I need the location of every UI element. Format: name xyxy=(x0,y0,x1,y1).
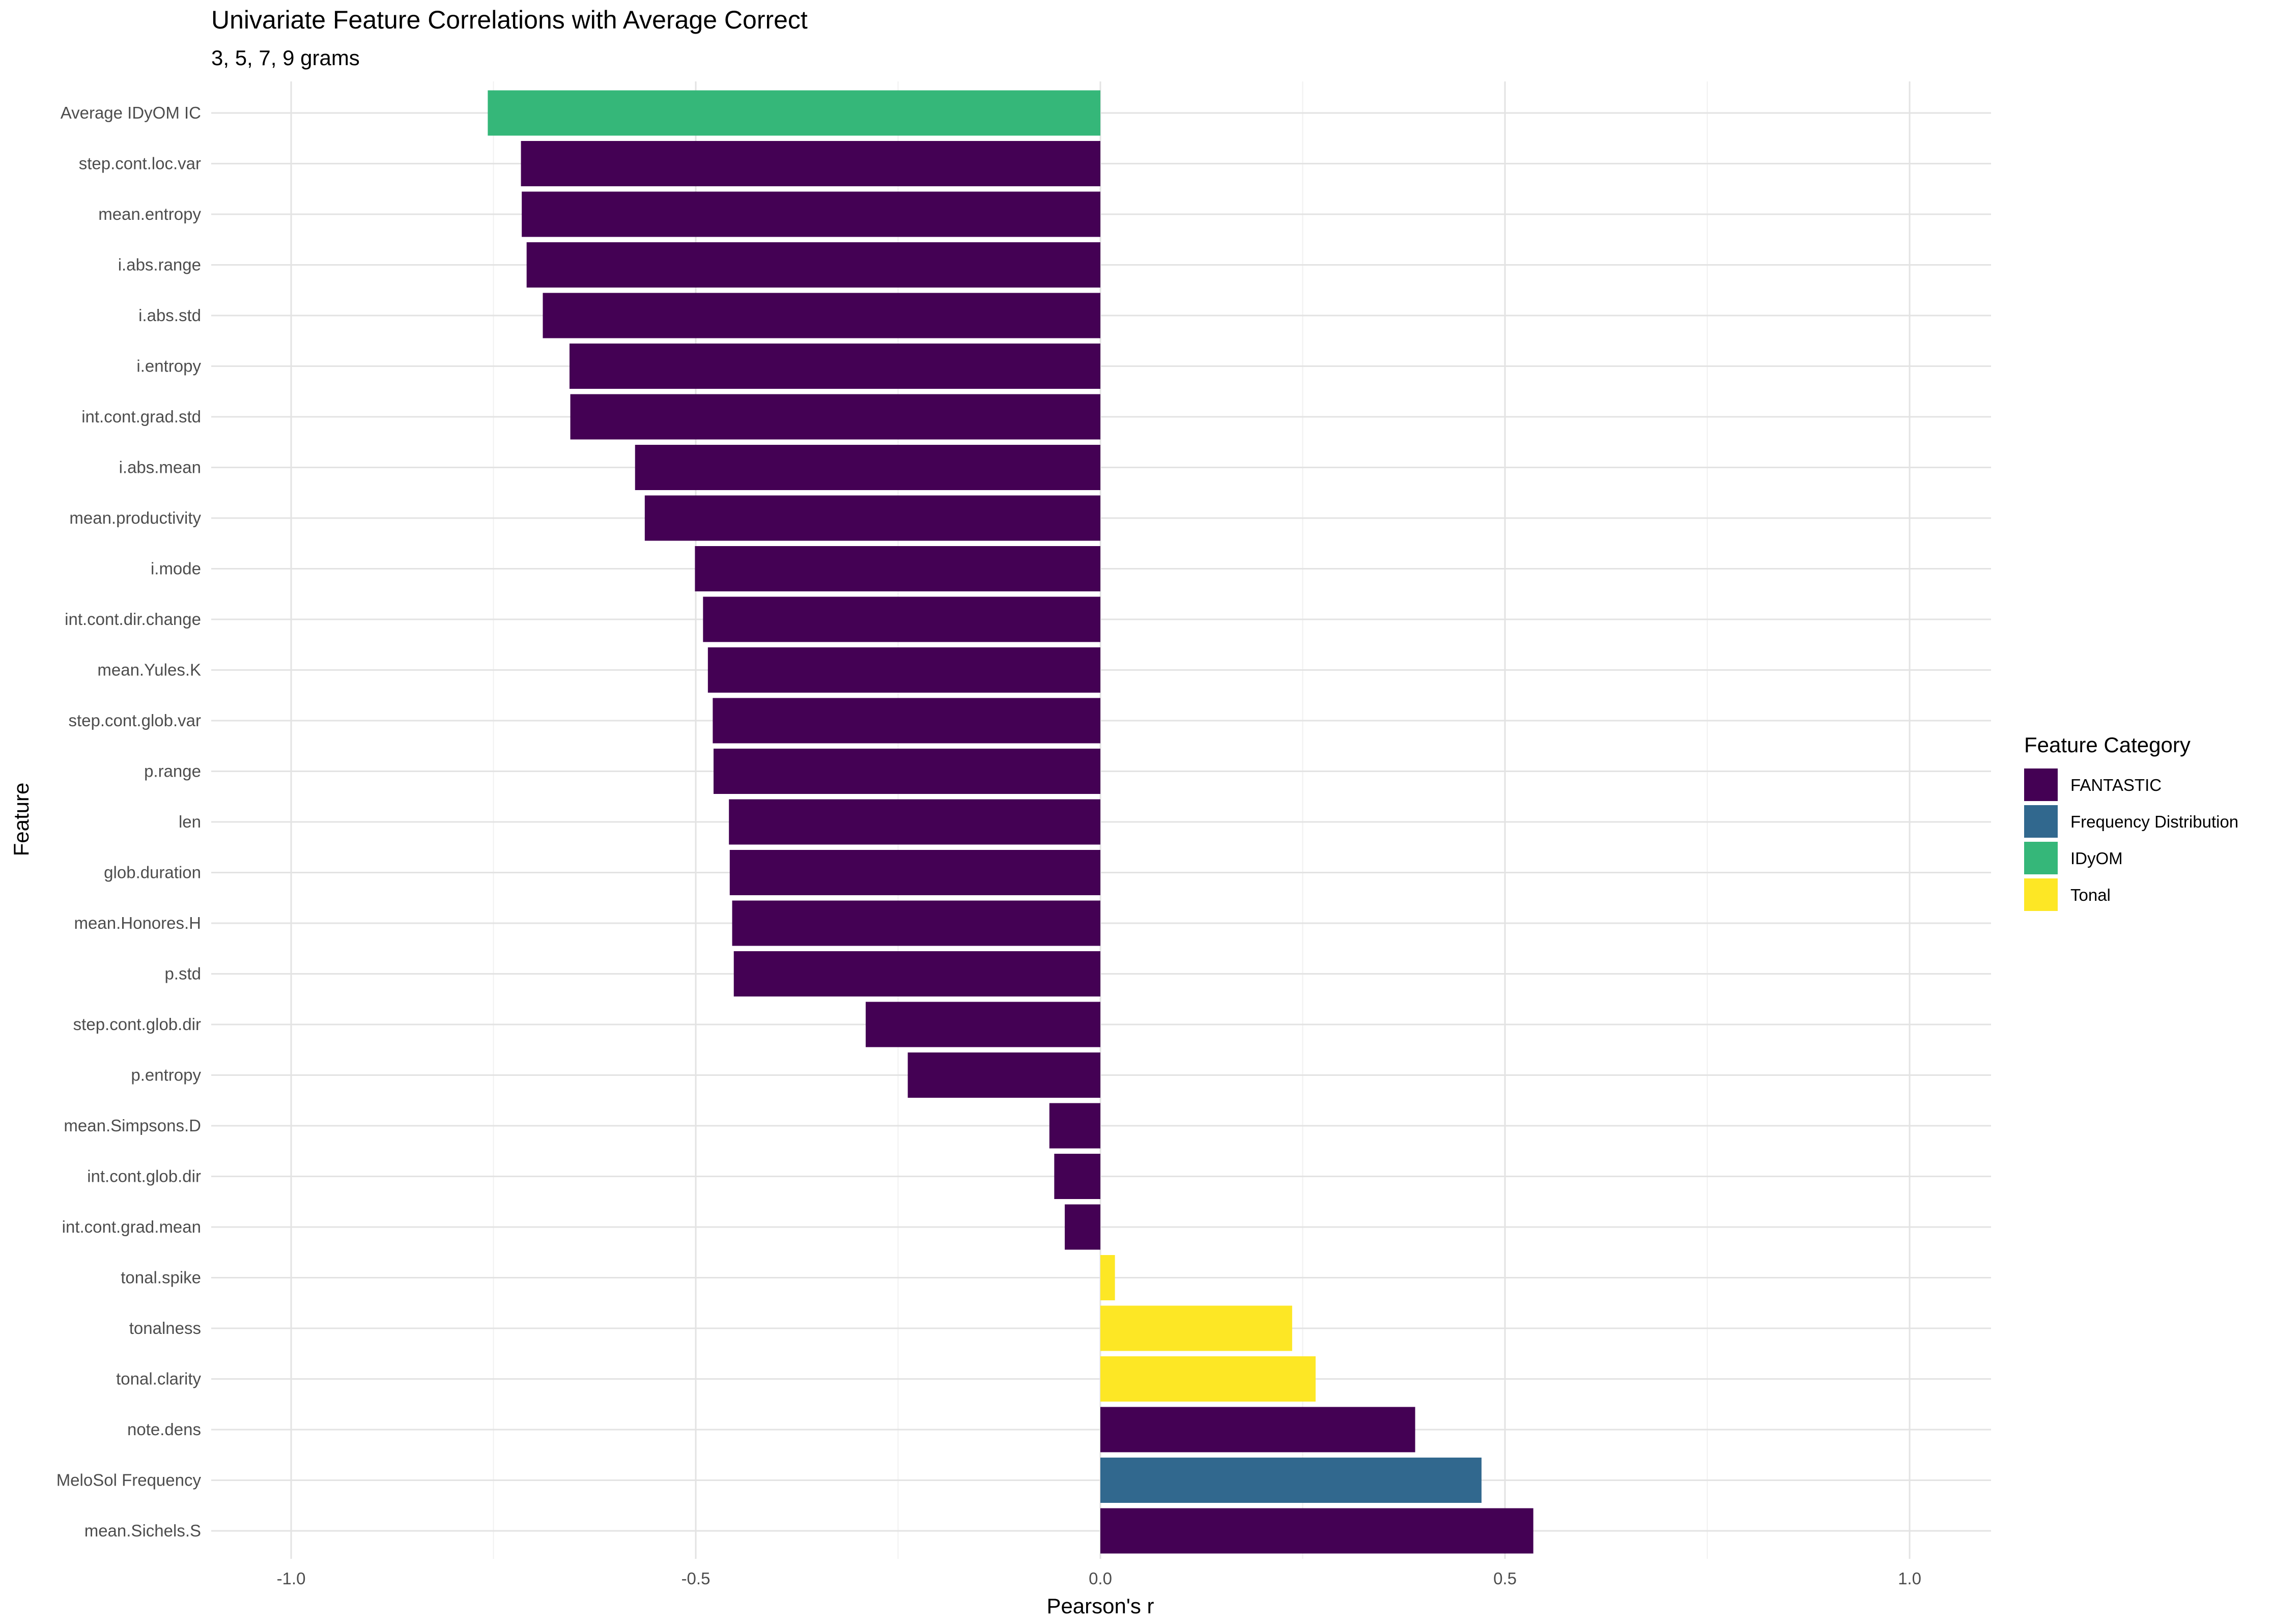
bar xyxy=(635,445,1100,490)
y-tick-label: len xyxy=(179,812,201,831)
bars-group xyxy=(488,90,1533,1554)
chart-subtitle: 3, 5, 7, 9 grams xyxy=(211,46,360,70)
legend-label: Tonal xyxy=(2070,886,2111,904)
bar xyxy=(1100,1458,1482,1503)
y-tick-label: int.cont.grad.mean xyxy=(62,1217,201,1236)
x-tick-label: 1.0 xyxy=(1898,1569,1921,1588)
y-tick-label: i.abs.range xyxy=(118,255,201,274)
y-tick-label: step.cont.loc.var xyxy=(79,154,201,173)
legend-title: Feature Category xyxy=(2024,733,2191,757)
bar xyxy=(543,293,1100,338)
bar xyxy=(865,1002,1100,1047)
bar xyxy=(713,698,1100,744)
x-tick-label: -1.0 xyxy=(277,1569,306,1588)
bar xyxy=(570,394,1100,440)
legend-label: IDyOM xyxy=(2070,849,2123,868)
y-tick-label: tonal.clarity xyxy=(116,1370,201,1388)
y-tick-label: i.abs.mean xyxy=(119,458,201,477)
y-tick-label: MeloSol Frequency xyxy=(56,1471,202,1490)
bar xyxy=(729,850,1100,895)
y-tick-label: i.mode xyxy=(151,559,201,578)
bar xyxy=(644,495,1100,541)
y-tick-label: mean.productivity xyxy=(69,508,201,527)
bar xyxy=(703,596,1100,642)
bar xyxy=(1065,1204,1100,1250)
y-tick-label: i.abs.std xyxy=(138,306,201,325)
y-axis-tick-labels: Average IDyOM IC step.cont.loc.var mean.en… xyxy=(56,103,202,1540)
legend-label: Frequency Distribution xyxy=(2070,812,2238,831)
bar xyxy=(907,1052,1100,1098)
x-axis-label: Pearson's r xyxy=(1046,1594,1154,1618)
bar xyxy=(1100,1255,1115,1300)
chart-title: Univariate Feature Correlations with Ave… xyxy=(211,6,808,34)
y-tick-label: p.range xyxy=(144,762,201,781)
bar xyxy=(521,141,1100,186)
bar xyxy=(707,647,1100,693)
x-tick-label: -0.5 xyxy=(681,1569,711,1588)
y-tick-label: p.entropy xyxy=(131,1066,201,1085)
legend-swatch xyxy=(2024,768,2058,801)
x-axis-tick-labels: -1.0 -0.5 0.0 0.5 1.0 xyxy=(277,1569,1921,1588)
y-tick-label: tonal.spike xyxy=(121,1268,201,1287)
bar xyxy=(732,900,1100,946)
y-tick-label: step.cont.glob.var xyxy=(69,711,202,730)
bar xyxy=(522,191,1100,237)
y-tick-label: int.cont.grad.std xyxy=(81,407,201,426)
y-tick-label: tonalness xyxy=(129,1319,201,1337)
bar xyxy=(526,242,1100,288)
bar xyxy=(733,951,1100,996)
legend-swatch xyxy=(2024,805,2058,838)
y-tick-label: int.cont.dir.change xyxy=(65,610,201,629)
y-tick-label: int.cont.glob.dir xyxy=(87,1167,201,1186)
y-tick-label: p.std xyxy=(164,964,201,983)
bar xyxy=(1100,1356,1316,1402)
y-tick-label: mean.Yules.K xyxy=(97,661,201,679)
bar xyxy=(1054,1154,1100,1199)
y-tick-label: note.dens xyxy=(127,1420,201,1439)
legend: Feature Category FANTASTIC Frequency Dist… xyxy=(2024,733,2238,911)
legend-swatch xyxy=(2024,842,2058,874)
bar xyxy=(1100,1305,1292,1351)
bar xyxy=(713,749,1100,794)
y-tick-label: mean.Simpsons.D xyxy=(64,1116,201,1135)
bar xyxy=(729,799,1100,845)
bar xyxy=(695,546,1100,591)
bar xyxy=(1100,1508,1533,1554)
legend-swatch xyxy=(2024,878,2058,911)
y-tick-label: step.cont.glob.dir xyxy=(73,1015,201,1034)
bar xyxy=(488,90,1100,136)
y-axis-label: Feature xyxy=(9,783,33,857)
y-tick-label: Average IDyOM IC xyxy=(61,103,201,122)
bar xyxy=(569,344,1100,389)
bar xyxy=(1049,1103,1100,1149)
legend-label: FANTASTIC xyxy=(2070,776,2162,794)
y-tick-label: mean.Sichels.S xyxy=(84,1521,201,1540)
y-tick-label: mean.Honores.H xyxy=(74,914,201,932)
bar xyxy=(1100,1407,1415,1452)
y-tick-label: mean.entropy xyxy=(98,205,201,223)
y-tick-label: glob.duration xyxy=(104,863,201,882)
x-tick-label: 0.5 xyxy=(1493,1569,1517,1588)
x-tick-label: 0.0 xyxy=(1089,1569,1112,1588)
y-tick-label: i.entropy xyxy=(136,357,201,376)
